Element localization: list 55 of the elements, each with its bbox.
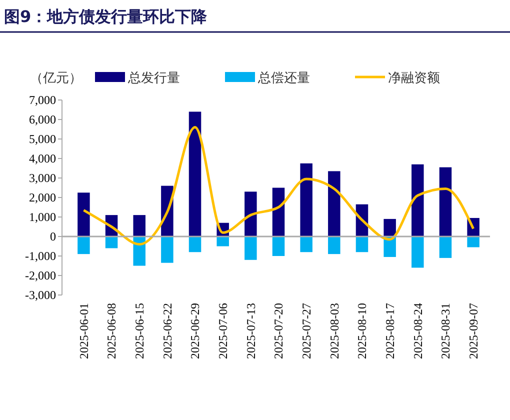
bar bbox=[439, 167, 452, 236]
bar bbox=[328, 171, 340, 236]
bar bbox=[300, 236, 312, 252]
bar bbox=[300, 163, 312, 236]
bar bbox=[133, 215, 146, 236]
y-tick-label: 7,000 bbox=[29, 93, 56, 108]
x-tick-label: 2025-07-27 bbox=[300, 303, 314, 359]
y-tick-label: 0 bbox=[50, 230, 56, 244]
x-tick-label: 2025-07-13 bbox=[244, 303, 258, 359]
x-tick-label: 2025-06-01 bbox=[76, 303, 91, 359]
bar bbox=[78, 236, 90, 254]
y-axis-title: （亿元） bbox=[30, 71, 82, 86]
bar bbox=[272, 188, 285, 236]
y-tick-label: 6,000 bbox=[29, 112, 56, 127]
legend-label: 总发行量 bbox=[127, 71, 180, 86]
x-tick-label: 2025-06-22 bbox=[160, 303, 174, 359]
x-tick-label: 2025-08-10 bbox=[355, 303, 370, 359]
x-tick-label: 2025-08-24 bbox=[410, 303, 425, 359]
x-tick-label: 2025-08-03 bbox=[327, 303, 342, 359]
legend-label: 总偿还量 bbox=[257, 71, 310, 86]
bar bbox=[439, 236, 452, 258]
y-tick-label: 1,000 bbox=[29, 210, 56, 224]
bar bbox=[467, 236, 480, 248]
bar bbox=[384, 218, 396, 236]
bar bbox=[356, 236, 368, 252]
line-series bbox=[82, 126, 475, 246]
bar bbox=[188, 236, 202, 252]
x-tick-label: 2025-08-31 bbox=[438, 303, 453, 359]
x-tick-label: 2025-07-06 bbox=[216, 303, 230, 359]
y-tick-label: -2,000 bbox=[25, 268, 56, 283]
legend-label: 净融资额 bbox=[388, 71, 440, 86]
x-tick-label: 2025-06-15 bbox=[132, 303, 147, 359]
bar bbox=[161, 236, 174, 263]
x-tick-label: 2025-06-29 bbox=[188, 303, 202, 359]
x-tick-label: 2025-08-17 bbox=[383, 303, 398, 359]
chart-title: 图9：地方债发行量环比下降 bbox=[4, 7, 208, 26]
bar bbox=[272, 236, 285, 256]
y-tick-label: 4,000 bbox=[29, 152, 56, 166]
bar bbox=[78, 192, 90, 236]
bar bbox=[412, 164, 424, 236]
y-tick-label: 2,000 bbox=[29, 190, 56, 205]
bar bbox=[244, 192, 257, 236]
bar bbox=[328, 236, 340, 254]
bar bbox=[244, 236, 257, 260]
x-tick-label: 2025-07-20 bbox=[272, 303, 286, 359]
y-tick-label: -3,000 bbox=[25, 288, 56, 302]
bar bbox=[188, 112, 202, 236]
x-tick-label: 2025-06-08 bbox=[104, 303, 119, 359]
bar bbox=[216, 236, 229, 246]
bar bbox=[412, 236, 424, 268]
bar bbox=[133, 236, 146, 266]
y-tick-label: -1,000 bbox=[25, 249, 56, 264]
y-tick-label: 5,000 bbox=[29, 132, 56, 146]
x-tick-label: 2025-09-07 bbox=[466, 303, 481, 359]
y-tick-label: 3,000 bbox=[29, 171, 56, 186]
